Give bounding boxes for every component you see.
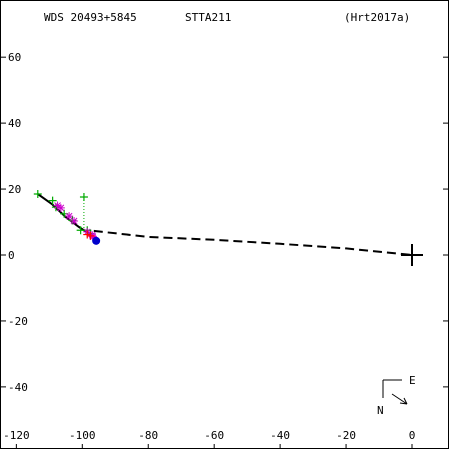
y-tick-label: 0	[8, 249, 15, 262]
x-tick-label: -60	[204, 429, 224, 442]
y-tick-label: -20	[8, 315, 28, 328]
data-point-plus	[83, 230, 92, 239]
reference-label: (Hrt2017a)	[344, 11, 410, 24]
compass-corner	[382, 379, 402, 398]
x-tick-label: -120	[3, 429, 30, 442]
data-point-star	[88, 232, 97, 241]
x-tick-label: 0	[409, 429, 416, 442]
axis-ticks: -120 -100 -80 -60 -40 -20 0 60 40 20 0 -20 -40	[1, 51, 448, 449]
data-point-star	[53, 201, 62, 210]
data-point-circle	[92, 236, 101, 245]
compass-north-label: N	[377, 404, 384, 417]
y-tick-label: 60	[8, 51, 21, 64]
compass: E N	[377, 374, 416, 417]
x-tick-label: -40	[270, 429, 290, 442]
data-point-star	[65, 212, 74, 221]
y-tick-label: 20	[8, 183, 21, 196]
x-tick-label: -20	[336, 429, 356, 442]
y-tick-label: -40	[8, 381, 28, 394]
primary-star-marker	[401, 244, 423, 266]
data-markers	[33, 190, 101, 245]
star-id-label: WDS 20493+5845	[44, 11, 137, 24]
data-point-plus	[33, 190, 42, 199]
chart-lines	[37, 193, 423, 266]
data-point-plus	[48, 196, 57, 205]
x-tick-label: -100	[69, 429, 96, 442]
x-tick-label: -80	[138, 429, 158, 442]
data-point-plus	[79, 192, 88, 201]
discoverer-label: STTA211	[185, 11, 231, 24]
dashed-line	[93, 229, 413, 256]
compass-east-label: E	[409, 374, 416, 387]
y-tick-label: 40	[8, 117, 21, 130]
compass-arrow-icon	[391, 393, 408, 405]
data-point-star	[56, 203, 65, 212]
data-point-plus	[86, 231, 95, 240]
data-point-star	[70, 217, 79, 226]
